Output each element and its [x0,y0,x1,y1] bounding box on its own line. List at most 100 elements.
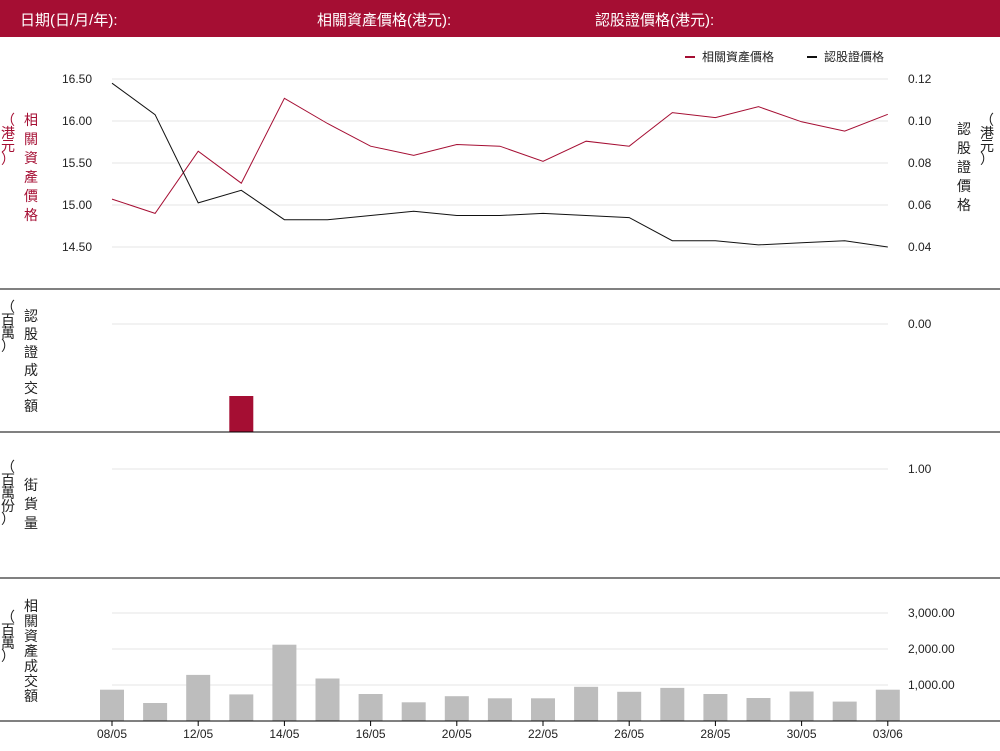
warrant-turnover-title: 認 [24,308,38,324]
underlying-turnover-tick-label: 3,000.00 [908,606,955,620]
right-axis-tick-label: 0.10 [908,114,932,128]
left-axis-paren-label: （ [1,112,15,128]
right-axis-tick-label: 0.06 [908,198,932,212]
left-axis-title: 相 [24,112,38,128]
underlying-turnover-bar [272,644,297,721]
warrant-turnover-title: 額 [24,398,38,414]
underlying-turnover-tick-label: 1,000.00 [908,678,955,692]
underlying-turnover-title: 成 [24,658,38,674]
x-axis-tick-label: 16/05 [356,727,386,741]
underlying-turnover-title: 相 [24,598,38,614]
left-axis-tick-label: 16.00 [62,114,92,128]
left-axis-paren-label: 元 [1,138,15,154]
outstanding-paren-label: ） [1,511,15,527]
left-axis-title: 格 [24,207,38,223]
left-axis-paren-label: 港 [1,125,15,141]
x-axis-tick-label: 12/05 [183,727,213,741]
left-axis-tick-label: 15.00 [62,198,92,212]
legend-underlying-label: 相關資產價格 [702,49,774,64]
underlying-turnover-title: 交 [24,673,38,689]
warrant-turnover-tick-label: 0.00 [908,317,932,331]
underlying-turnover-paren-label: ） [1,648,15,664]
outstanding-title: 量 [24,515,38,531]
warrant-turnover-paren-label: 萬 [1,325,15,341]
underlying-turnover-bar [703,694,728,721]
outstanding-title: 貨 [24,496,38,512]
left-axis-title: 價 [24,188,38,204]
underlying-turnover-bar [789,691,814,721]
x-axis-tick-label: 22/05 [528,727,558,741]
underlying-turnover-bar [660,687,685,721]
underlying-turnover-bar [875,689,900,721]
warrant-turnover-paren-label: （ [1,299,15,315]
right-axis-title: 證 [957,159,971,175]
right-axis-title: 格 [957,197,971,213]
x-axis-tick-label: 28/05 [700,727,730,741]
right-axis-title: 股 [957,140,971,156]
right-axis-tick-label: 0.08 [908,156,932,170]
underlying-turnover-bar [574,686,599,721]
right-axis-title: 價 [957,178,971,194]
warrant-turnover-title: 成 [24,362,38,378]
underlying-turnover-bar [832,701,857,721]
x-axis-tick-label: 30/05 [787,727,817,741]
underlying-turnover-title: 關 [24,613,38,629]
left-axis-title: 資 [24,150,38,166]
outstanding-paren-label: 萬 [1,485,15,501]
underlying-turnover-bar [401,702,426,721]
left-axis-title: 產 [24,169,38,185]
warrant-chart: 16.50 0.12 16.00 0.10 15.50 0.08 15.00 0.06 14.5… [0,49,1000,741]
left-axis-tick-label: 15.50 [62,156,92,170]
right-axis-paren-label: 港 [980,125,994,141]
outstanding-paren-label: （ [1,459,15,475]
x-axis-tick-label: 20/05 [442,727,472,741]
underlying-turnover-bar [746,698,771,721]
underlying-price-label: 相關資產價格(港元): [317,12,452,29]
x-axis-tick-label: 26/05 [614,727,644,741]
date-label: 日期(日/月/年): [20,12,118,29]
underlying-turnover-title: 產 [24,643,38,659]
underlying-turnover-paren-label: 萬 [1,635,15,651]
warrant-turnover-paren-label: 百 [1,312,15,328]
right-axis-tick-label: 0.12 [908,72,932,86]
underlying-turnover-bar [617,691,642,721]
underlying-turnover-bar [444,696,469,721]
right-axis-paren-label: ） [980,151,994,167]
x-axis-tick-label: 08/05 [97,727,127,741]
right-axis-tick-label: 0.04 [908,240,932,254]
warrant-turnover-title: 股 [24,326,38,342]
warrant-price-line [111,82,888,248]
right-axis-paren-label: （ [980,112,994,128]
right-axis-paren-label: 元 [980,138,994,154]
left-axis-tick-label: 16.50 [62,72,92,86]
left-axis-title: 關 [24,131,38,147]
underlying-turnover-bar [358,694,383,721]
underlying-turnover-bar [143,703,168,721]
outstanding-tick-label: 1.00 [908,462,932,476]
x-axis-tick-label: 14/05 [269,727,299,741]
warrant-turnover-title: 交 [24,380,38,396]
underlying-turnover-paren-label: （ [1,609,15,625]
underlying-turnover-bar [186,674,211,721]
left-axis-paren-label: ） [1,151,15,167]
outstanding-paren-label: 份 [1,498,15,514]
underlying-price-line [111,97,888,214]
underlying-turnover-bar [229,694,254,721]
legend-warrant-label: 認股證價格 [824,49,884,64]
underlying-turnover-bar [531,698,555,721]
left-axis-tick-label: 14.50 [62,240,92,254]
outstanding-title: 街 [24,477,38,493]
underlying-turnover-bar [315,678,340,721]
outstanding-paren-label: 百 [1,472,15,488]
underlying-turnover-tick-label: 2,000.00 [908,642,955,656]
warrant-turnover-title: 證 [24,344,38,360]
underlying-turnover-paren-label: 百 [1,622,15,638]
right-axis-title: 認 [957,121,971,137]
underlying-turnover-bar [100,689,124,721]
warrant-price-label: 認股證價格(港元): [595,12,715,29]
underlying-turnover-title: 額 [24,688,38,704]
x-axis-tick-label: 03/06 [873,727,903,741]
header-bar: 日期(日/月/年): 相關資產價格(港元): 認股證價格(港元): [0,0,1000,37]
underlying-turnover-bar [487,698,512,721]
warrant-turnover-bar [229,396,254,432]
